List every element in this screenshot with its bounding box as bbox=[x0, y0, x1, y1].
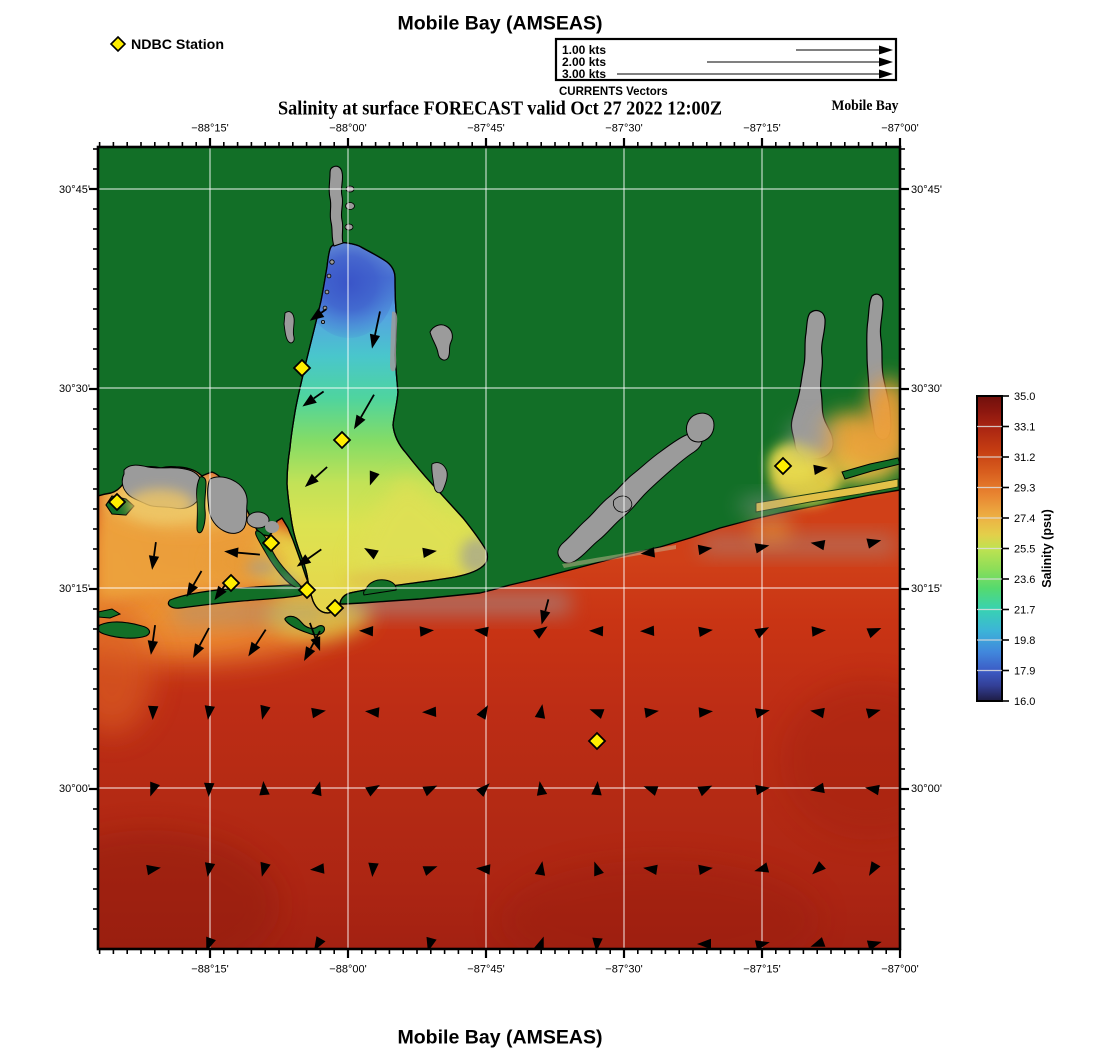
svg-text:30°45': 30°45' bbox=[59, 184, 90, 196]
svg-text:30°30': 30°30' bbox=[911, 383, 942, 395]
svg-text:−88°15': −88°15' bbox=[191, 964, 228, 976]
svg-text:31.2: 31.2 bbox=[1014, 452, 1035, 464]
svg-text:29.3: 29.3 bbox=[1014, 483, 1035, 495]
svg-text:1.00 kts: 1.00 kts bbox=[562, 43, 606, 57]
svg-text:−87°00': −87°00' bbox=[881, 964, 918, 976]
svg-text:−87°15': −87°15' bbox=[743, 123, 780, 135]
svg-text:−87°45': −87°45' bbox=[467, 123, 504, 135]
svg-text:−88°00': −88°00' bbox=[329, 964, 366, 976]
svg-text:−87°45': −87°45' bbox=[467, 964, 504, 976]
svg-text:21.7: 21.7 bbox=[1014, 605, 1035, 617]
svg-text:Salinity (psu): Salinity (psu) bbox=[1040, 509, 1054, 587]
svg-text:30°45': 30°45' bbox=[911, 184, 942, 196]
svg-text:16.0: 16.0 bbox=[1014, 696, 1035, 708]
svg-text:−87°30': −87°30' bbox=[605, 964, 642, 976]
svg-text:30°30': 30°30' bbox=[59, 383, 90, 395]
svg-text:23.6: 23.6 bbox=[1014, 574, 1035, 586]
svg-text:Mobile Bay (AMSEAS): Mobile Bay (AMSEAS) bbox=[398, 13, 603, 35]
svg-text:−87°15': −87°15' bbox=[743, 964, 780, 976]
svg-text:30°15': 30°15' bbox=[911, 583, 942, 595]
svg-text:17.9: 17.9 bbox=[1014, 666, 1035, 678]
svg-text:25.5: 25.5 bbox=[1014, 544, 1035, 556]
svg-text:CURRENTS Vectors: CURRENTS Vectors bbox=[559, 86, 668, 98]
svg-text:−87°00': −87°00' bbox=[881, 123, 918, 135]
svg-text:Mobile Bay: Mobile Bay bbox=[832, 98, 899, 114]
svg-text:30°00': 30°00' bbox=[59, 783, 90, 795]
svg-text:−87°30': −87°30' bbox=[605, 123, 642, 135]
svg-text:−88°00': −88°00' bbox=[329, 123, 366, 135]
svg-text:Salinity at surface FORECAST v: Salinity at surface FORECAST valid Oct 2… bbox=[278, 98, 722, 120]
svg-text:19.8: 19.8 bbox=[1014, 635, 1035, 647]
svg-text:30°15': 30°15' bbox=[59, 583, 90, 595]
svg-text:−88°15': −88°15' bbox=[191, 123, 228, 135]
svg-text:27.4: 27.4 bbox=[1014, 513, 1035, 525]
svg-text:3.00 kts: 3.00 kts bbox=[562, 67, 606, 81]
svg-text:33.1: 33.1 bbox=[1014, 422, 1035, 434]
svg-text:30°00': 30°00' bbox=[911, 783, 942, 795]
svg-text:35.0: 35.0 bbox=[1014, 391, 1035, 403]
svg-text:2.00 kts: 2.00 kts bbox=[562, 55, 606, 69]
svg-text:Mobile Bay (AMSEAS): Mobile Bay (AMSEAS) bbox=[398, 1027, 603, 1049]
svg-text:NDBC Station: NDBC Station bbox=[131, 37, 224, 53]
